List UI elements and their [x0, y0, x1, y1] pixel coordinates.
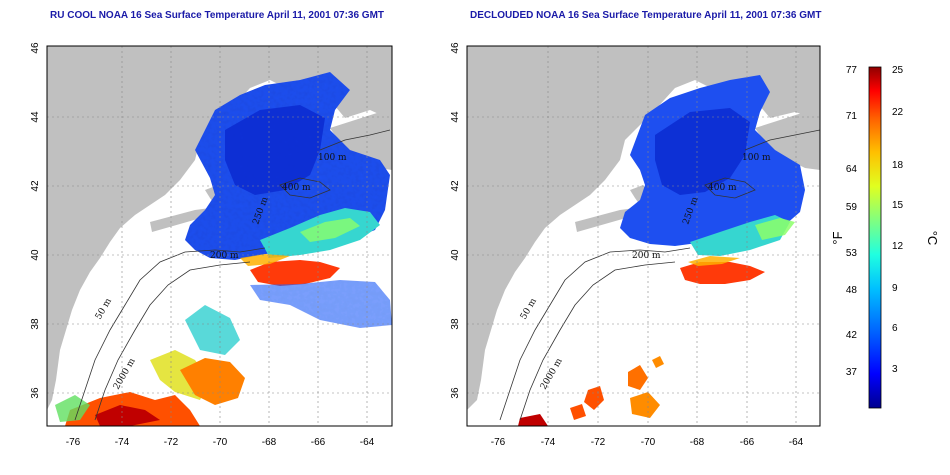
sst-warm-eddy — [584, 386, 604, 410]
lat-tick-label: 44 — [450, 111, 461, 123]
lon-tick-label: -72 — [164, 437, 179, 448]
contour-label: 200 m — [210, 251, 239, 261]
contour-label: 100 m — [318, 153, 347, 163]
lon-tick-label: -64 — [789, 437, 804, 448]
contour-line — [279, 177, 331, 199]
grid-lines — [47, 46, 392, 426]
sst-shelf-green — [755, 218, 795, 240]
lat-tick-label: 36 — [30, 387, 41, 399]
land-nova-scotia — [330, 110, 392, 170]
lat-tick-label: 46 — [450, 42, 461, 54]
lat-tick-label: 46 — [30, 42, 41, 54]
sst-warm-eddy — [518, 414, 548, 426]
lon-tick-label: -70 — [641, 437, 656, 448]
contour-line — [499, 247, 691, 421]
temperature-colorbar: 77 71 64 59 53 48 42 37 25 22 18 15 12 9… — [830, 65, 940, 409]
lon-tick-label: -74 — [541, 437, 556, 448]
colorbar-c-tick: 6 — [892, 323, 898, 334]
map-panel-raw: 100 m 400 m 200 m 50 m 2000 m 250 m 36 3… — [30, 42, 393, 448]
sst-noise-fringe — [250, 280, 392, 328]
lon-tick-label: -70 — [213, 437, 228, 448]
contour-label: 100 m — [742, 153, 771, 163]
contour-line — [74, 247, 266, 421]
celsius-unit-label: °C — [925, 231, 940, 246]
contour-label: 400 m — [708, 183, 737, 193]
sst-gulf-stream-red — [95, 405, 160, 426]
grid-lines — [467, 46, 820, 426]
contour-label: 200 m — [632, 251, 661, 261]
lon-tick-label: -68 — [262, 437, 277, 448]
lat-tick-label: 42 — [450, 180, 461, 192]
sst-warm-orange — [688, 256, 740, 266]
lat-tick-label: 40 — [30, 249, 41, 261]
sst-warm-band — [250, 260, 340, 286]
sst-warm-eddy — [652, 356, 664, 368]
colorbar-f-tick: 37 — [846, 367, 858, 378]
panel-title-raw: RU COOL NOAA 16 Sea Surface Temperature … — [50, 10, 385, 21]
lat-tick-label: 44 — [30, 111, 41, 123]
lat-axis: 36 38 40 42 44 46 — [450, 42, 461, 399]
colorbar-c-tick: 22 — [892, 107, 904, 118]
lon-axis: -76 -74 -72 -70 -68 -66 -64 — [66, 437, 375, 448]
sst-warm-eddy — [570, 404, 586, 420]
lat-tick-label: 38 — [450, 318, 461, 330]
lon-axis: -76 -74 -72 -70 -68 -66 -64 — [491, 437, 804, 448]
colorbar-c-tick: 15 — [892, 200, 904, 211]
contour-line — [319, 129, 391, 151]
lat-tick-label: 36 — [450, 387, 461, 399]
sst-warm-band — [680, 262, 765, 284]
fahrenheit-ticks: 77 71 64 59 53 48 42 37 — [846, 65, 858, 378]
land-mass — [47, 46, 392, 410]
colorbar-f-tick: 42 — [846, 330, 858, 341]
colorbar-f-tick: 59 — [846, 202, 858, 213]
lon-tick-label: -68 — [690, 437, 705, 448]
lon-tick-label: -66 — [740, 437, 755, 448]
contour-line — [94, 261, 251, 421]
contour-line — [704, 177, 756, 199]
map-panel-declouded: 100 m 400 m 200 m 50 m 2000 m 250 m 36 3… — [450, 42, 821, 448]
colorbar-c-tick: 3 — [892, 364, 898, 375]
colorbar-f-tick: 77 — [846, 65, 858, 76]
colorbar-c-tick: 9 — [892, 283, 898, 294]
lon-tick-label: -76 — [66, 437, 81, 448]
celsius-ticks: 25 22 18 15 12 9 6 3 — [892, 65, 904, 375]
colorbar-f-tick: 53 — [846, 248, 858, 259]
sst-shelf-green — [300, 218, 360, 242]
lon-tick-label: -64 — [360, 437, 375, 448]
land-long-island — [150, 208, 210, 232]
lon-tick-label: -72 — [591, 437, 606, 448]
sst-south-cyan — [185, 305, 240, 355]
land-nova-scotia — [755, 110, 820, 170]
sst-warm-orange — [240, 254, 290, 266]
sst-warm-eddy — [630, 392, 660, 418]
fahrenheit-unit-label: °F — [830, 231, 845, 244]
colorbar-f-tick: 48 — [846, 285, 858, 296]
colorbar-c-tick: 18 — [892, 160, 904, 171]
contour-line — [744, 129, 820, 151]
panel-title-declouded: DECLOUDED NOAA 16 Sea Surface Temperatur… — [470, 10, 822, 21]
colorbar-f-tick: 71 — [846, 111, 858, 122]
lat-axis: 36 38 40 42 44 46 — [30, 42, 41, 399]
lat-tick-label: 42 — [30, 180, 41, 192]
contour-line — [519, 261, 676, 421]
lon-tick-label: -74 — [115, 437, 130, 448]
sst-cold-core — [225, 105, 325, 195]
lat-tick-label: 40 — [450, 249, 461, 261]
sst-warm-eddy — [628, 365, 648, 390]
colorbar-c-tick: 25 — [892, 65, 904, 76]
lon-tick-label: -76 — [491, 437, 506, 448]
lat-tick-label: 38 — [30, 318, 41, 330]
sst-cold-core — [655, 108, 750, 195]
lon-tick-label: -66 — [311, 437, 326, 448]
land-long-island — [575, 208, 635, 232]
colorbar-gradient — [868, 66, 882, 409]
contour-label: 400 m — [282, 183, 311, 193]
colorbar-c-tick: 12 — [892, 241, 904, 252]
land-mass — [467, 46, 820, 410]
colorbar-f-tick: 64 — [846, 164, 858, 175]
